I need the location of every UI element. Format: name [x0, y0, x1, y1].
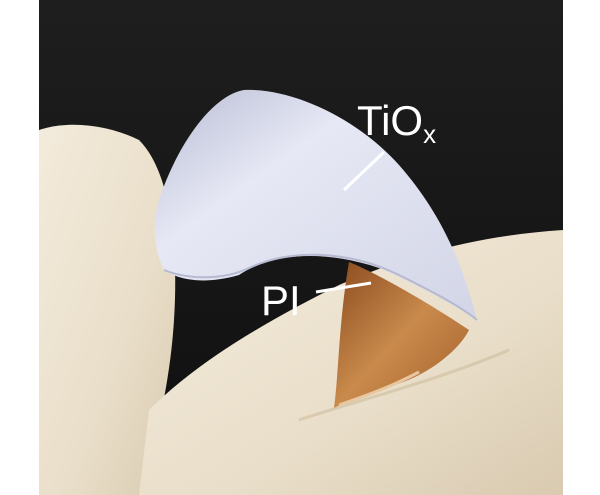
- photo: TiOx PI: [39, 0, 563, 495]
- scene-illustration: [39, 0, 563, 495]
- pi-label: PI: [261, 280, 301, 322]
- tiox-label-subscript: x: [423, 119, 436, 149]
- tiox-label: TiOx: [357, 100, 436, 147]
- tiox-label-main: TiO: [357, 97, 423, 144]
